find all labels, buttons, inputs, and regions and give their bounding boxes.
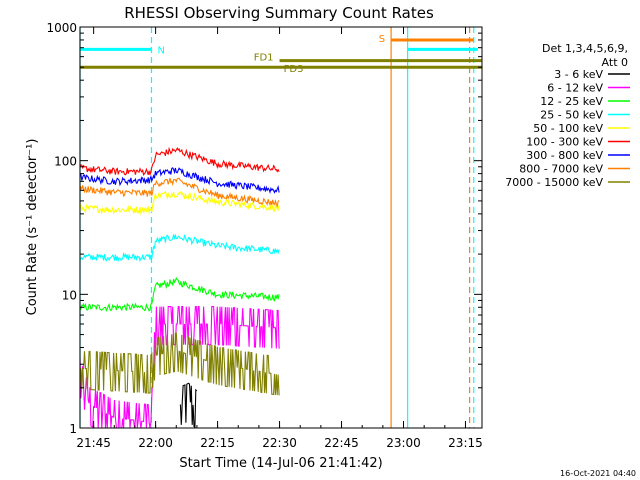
x-tick-label: 22:00 bbox=[138, 436, 173, 450]
y-tick-label: 10 bbox=[62, 288, 77, 302]
date-stamp: 16-Oct-2021 04:40 bbox=[560, 469, 636, 478]
y-axis-label: Count Rate (s⁻¹ detector⁻¹) bbox=[25, 139, 40, 316]
legend-entry-label: 25 - 50 keV bbox=[540, 109, 603, 122]
series-trace bbox=[79, 233, 280, 263]
x-tick-label: 23:15 bbox=[448, 436, 483, 450]
legend-entry-label: 100 - 300 keV bbox=[526, 136, 603, 149]
series-trace bbox=[79, 177, 280, 209]
y-axis: 1 10 100 1000 bbox=[46, 21, 482, 436]
legend-header: Det 1,3,4,5,6,9, bbox=[542, 42, 628, 55]
series-trace bbox=[79, 167, 280, 194]
x-tick-label: 22:45 bbox=[324, 436, 359, 450]
flag-label: FD3 bbox=[284, 64, 304, 75]
series-trace bbox=[79, 306, 280, 429]
flag-label: FD1 bbox=[254, 53, 274, 64]
flag-label: S bbox=[379, 34, 385, 45]
series-trace bbox=[79, 190, 280, 216]
chart-title: RHESSI Observing Summary Count Rates bbox=[124, 4, 434, 22]
legend-entry-label: 6 - 12 keV bbox=[547, 82, 603, 95]
legend-header: Att 0 bbox=[602, 56, 628, 69]
plot-area: N FD1 FD3 S bbox=[79, 27, 482, 429]
x-tick-label: 23:00 bbox=[386, 436, 421, 450]
x-tick-label: 22:30 bbox=[262, 436, 297, 450]
legend-entry-label: 50 - 100 keV bbox=[533, 122, 603, 135]
x-axis-label: Start Time (14-Jul-06 21:41:42) bbox=[179, 456, 382, 471]
legend-entry-label: 3 - 6 keV bbox=[554, 68, 603, 81]
series-trace bbox=[79, 332, 280, 396]
y-tick-label: 100 bbox=[54, 155, 77, 169]
y-tick-label: 1000 bbox=[46, 21, 77, 35]
plot-frame bbox=[79, 26, 483, 429]
y-tick-label: 1 bbox=[69, 422, 77, 436]
series-trace bbox=[79, 276, 280, 312]
legend-entry-label: 12 - 25 keV bbox=[540, 95, 603, 108]
legend-entry-label: 7000 - 15000 keV bbox=[505, 176, 603, 189]
flag-label: N bbox=[157, 45, 164, 56]
x-tick-label: 21:45 bbox=[76, 436, 111, 450]
legend-entry-label: 300 - 800 keV bbox=[526, 149, 603, 162]
x-axis: 21:45 22:00 22:15 22:30 22:45 23:00 23:15 bbox=[76, 27, 483, 450]
series-trace bbox=[179, 382, 198, 429]
x-tick-label: 22:15 bbox=[200, 436, 235, 450]
legend-entry-label: 800 - 7000 keV bbox=[519, 163, 603, 176]
series-trace bbox=[79, 146, 280, 176]
